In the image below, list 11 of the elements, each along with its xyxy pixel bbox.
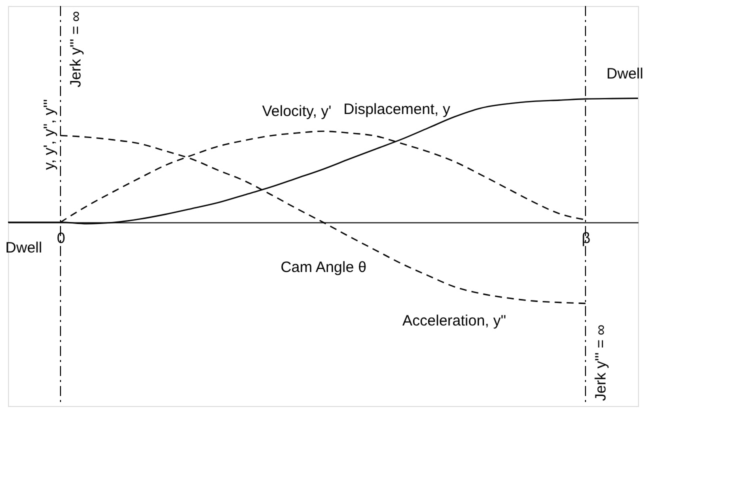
ref-line-label: Jerk y''' = ∞ [68,10,84,88]
text: Dwell [606,65,644,82]
annotation: Dwell [5,239,42,256]
ref-line-label: Jerk y''' = ∞ [592,324,610,401]
x-axis-title: Cam Angle θ [280,258,366,276]
series-label: Velocity, y' [262,103,332,120]
x-tick-label: β [582,230,591,247]
series-label: Displacement, y [344,100,451,118]
y-axis-title: y, y', y", y''' [41,99,58,170]
series-label: Acceleration, y" [402,312,506,330]
x-tick-label: 0 [56,230,66,247]
